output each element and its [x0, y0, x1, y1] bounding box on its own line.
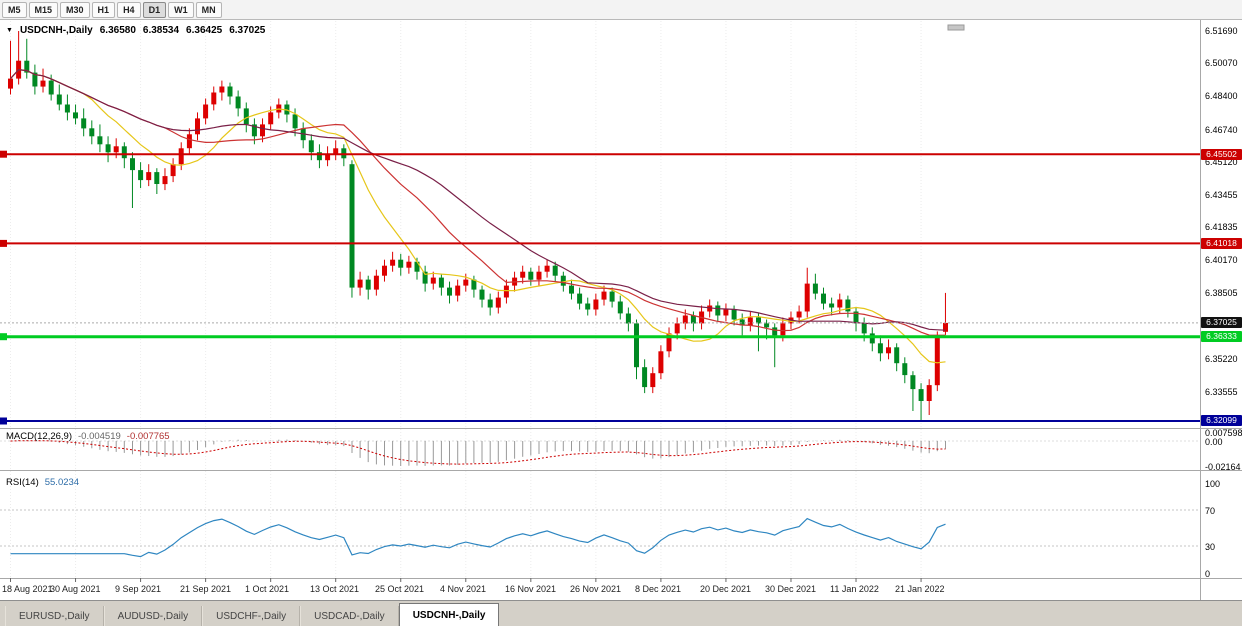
price-scale-label: 6.46740 — [1205, 125, 1238, 135]
rsi-scale-label: 100 — [1205, 479, 1221, 489]
price-badge-resistance-2: 6.41018 — [1201, 238, 1242, 249]
ohlc-close: 6.37025 — [229, 25, 266, 36]
chart-scroll-thumb[interactable] — [947, 24, 965, 31]
price-scale-label: 6.35220 — [1205, 354, 1238, 364]
symbol-tab-usdcnh[interactable]: USDCNH-,Daily — [398, 603, 500, 626]
timeframe-button-mn[interactable]: MN — [195, 1, 222, 18]
chart-menu-icon[interactable]: ▼ — [6, 26, 13, 34]
macd-main-value: -0.004519 — [78, 431, 121, 442]
price-badge-resistance-1: 6.45502 — [1201, 149, 1242, 160]
macd-scale-label: -0.02164 — [1205, 462, 1241, 472]
resistance-line-6-41018-left-marker — [0, 239, 7, 247]
macd-name: MACD(12,26,9) — [6, 431, 72, 442]
rsi-scale-label: 70 — [1205, 506, 1216, 516]
price-scale-label: 6.50070 — [1205, 58, 1238, 68]
rsi-indicator-label: RSI(14) 55.0234 — [6, 477, 79, 488]
price-badge-support-1: 6.36333 — [1201, 331, 1242, 342]
vertical-gridlines — [10, 21, 922, 578]
ohlc-open: 6.36580 — [99, 25, 136, 36]
macd-indicator-label: MACD(12,26,9) -0.004519 -0.007765 — [6, 431, 170, 442]
rsi-name: RSI(14) — [6, 477, 39, 488]
price-badge-current-price: 6.37025 — [1201, 317, 1242, 328]
price-scale-label: 6.48400 — [1205, 91, 1238, 101]
price-scale-label: 6.43455 — [1205, 190, 1238, 200]
macd-signal-line — [10, 440, 946, 465]
price-scale-label: 6.40170 — [1205, 255, 1238, 265]
timeframe-button-m15[interactable]: M15 — [28, 1, 59, 18]
macd-scale-label: 0.00 — [1205, 437, 1223, 447]
price-scale-label: 6.45120 — [1205, 157, 1238, 167]
price-scale-label: 6.33555 — [1205, 387, 1238, 397]
moving-average-10 — [10, 68, 946, 364]
timeframe-button-h4[interactable]: H4 — [117, 1, 141, 18]
chart-symbol-period: USDCNH-,Daily — [19, 25, 93, 36]
price-scale-label: 6.51690 — [1205, 26, 1238, 36]
timeframe-button-m30[interactable]: M30 — [60, 1, 90, 18]
resistance-line-6-45502-left-marker — [0, 150, 7, 158]
macd-signal-value: -0.007765 — [126, 431, 170, 442]
ohlc-high: 6.38534 — [142, 25, 180, 36]
price-badge-support-2: 6.32099 — [1201, 415, 1242, 426]
symbol-tab-usdcad[interactable]: USDCAD-,Daily — [300, 606, 399, 626]
chart-title: ▼ USDCNH-,Daily 6.36580 6.38534 6.36425 … — [6, 25, 265, 36]
macd-scale-label: 0.0075981 — [1205, 428, 1242, 438]
symbol-tab-bar: EURUSD-,Daily AUDUSD-,Daily USDCHF-,Daily U… — [0, 600, 1242, 626]
rsi-scale-label: 30 — [1205, 542, 1216, 552]
timeframe-button-m5[interactable]: M5 — [2, 1, 27, 18]
support-line-6-32099-left-marker — [0, 417, 7, 425]
rsi-scale-label: 0 — [1205, 569, 1211, 579]
symbol-tab-eurusd[interactable]: EURUSD-,Daily — [5, 606, 104, 626]
symbol-tab-audusd[interactable]: AUDUSD-,Daily — [103, 606, 203, 626]
timeframe-toolbar: M5 M15 M30 H1 H4 D1 W1 MN — [0, 0, 1242, 20]
timeframe-button-h1[interactable]: H1 — [91, 1, 116, 18]
price-scale-axis[interactable]: 6.51690 6.50070 6.48400 6.46740 6.45120 6.434… — [1201, 0, 1242, 600]
chart-plot-area[interactable] — [0, 0, 1242, 600]
support-line-6-36333-left-marker — [0, 333, 7, 341]
ohlc-low: 6.36425 — [186, 25, 223, 36]
rsi-value: 55.0234 — [44, 477, 80, 488]
price-scale-label: 6.38505 — [1205, 288, 1238, 298]
moving-average-30 — [10, 68, 946, 331]
timeframe-button-d1[interactable]: D1 — [142, 1, 167, 18]
price-scale-label: 6.41835 — [1205, 222, 1238, 232]
timeframe-button-w1[interactable]: W1 — [168, 1, 194, 18]
rsi-line — [10, 517, 946, 558]
symbol-tab-usdchf[interactable]: USDCHF-,Daily — [202, 606, 301, 626]
candlestick-series — [8, 31, 948, 420]
macd-histogram — [18, 439, 946, 466]
